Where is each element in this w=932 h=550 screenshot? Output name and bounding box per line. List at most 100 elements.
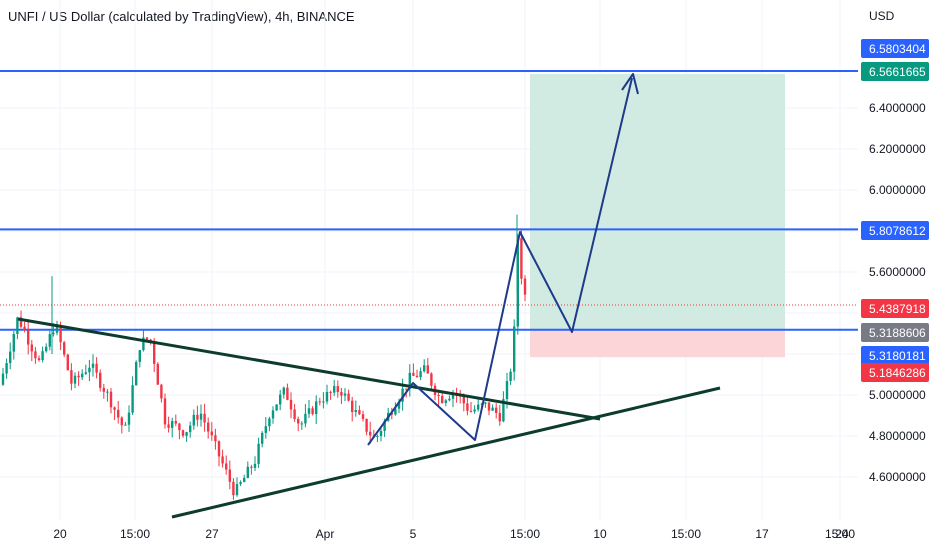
candle-body	[156, 363, 159, 385]
candle-body	[253, 463, 257, 468]
candle-body	[477, 404, 480, 410]
candle-body	[365, 418, 368, 432]
pattern-path[interactable]	[367, 73, 639, 446]
candle-body	[318, 401, 321, 403]
price-tick-label: 4.8000000	[869, 429, 926, 443]
candle-body	[394, 408, 397, 415]
candle-body	[138, 350, 141, 363]
candle-body	[430, 373, 433, 386]
candle-body	[412, 372, 415, 376]
price-badge-label: 5.3180181	[869, 349, 926, 363]
candle-body	[120, 417, 123, 426]
candle-body	[199, 413, 203, 420]
price-badge-label: 6.5803404	[869, 42, 926, 56]
price-badge	[861, 39, 929, 58]
candle-body	[41, 351, 44, 360]
candle-body	[423, 365, 426, 372]
candle-body	[246, 466, 249, 478]
price-badge-label: 5.4387918	[869, 302, 926, 316]
candle-body	[70, 370, 73, 384]
candle-body	[462, 395, 465, 404]
price-tick-label: 4.6000000	[869, 470, 926, 484]
candle-body	[135, 362, 138, 386]
candle-body	[99, 372, 102, 388]
time-tick-label: 24	[835, 527, 849, 541]
trendlines[interactable]	[17, 317, 721, 519]
candle-body	[329, 391, 332, 393]
candle-body	[207, 422, 210, 432]
candle-body	[37, 358, 41, 360]
candle-body	[109, 391, 113, 408]
price-badge-label: 5.3188606	[869, 326, 926, 340]
candle-body	[1, 373, 5, 385]
candle-body	[358, 410, 361, 415]
candle-body	[192, 414, 195, 426]
candle-body	[505, 381, 509, 400]
candle-body	[383, 420, 386, 431]
long-position-box[interactable]	[530, 73, 785, 358]
candle-body	[178, 423, 181, 431]
candle-body	[304, 413, 307, 424]
candle-body	[268, 418, 271, 427]
candle-body	[491, 407, 494, 411]
candle-body	[77, 375, 80, 378]
candle-body	[297, 418, 300, 424]
price-badge	[861, 346, 929, 365]
projection-path	[367, 77, 633, 446]
candle-body	[513, 326, 516, 372]
candle-body	[225, 463, 228, 470]
candle-body	[484, 402, 487, 404]
time-tick-label: 5	[410, 527, 417, 541]
price-tick-label: 5.6000000	[869, 265, 926, 279]
candle-body	[181, 430, 185, 436]
candle-body	[469, 410, 473, 412]
time-tick-label: 20	[53, 527, 67, 541]
candle-body	[210, 431, 213, 436]
candle-body	[203, 413, 206, 423]
candle-body	[235, 484, 239, 496]
candle-body	[487, 402, 491, 411]
candle-body	[9, 351, 12, 364]
candle-body	[45, 346, 48, 352]
candle-body	[171, 421, 174, 428]
candle-body	[81, 373, 84, 378]
candle-body	[55, 325, 59, 333]
candle-body	[145, 337, 149, 340]
candle-body	[261, 432, 264, 444]
candle-body	[217, 441, 221, 457]
candle-body	[498, 412, 501, 422]
candle-body	[448, 398, 451, 401]
candle-body	[361, 414, 365, 419]
candle-body	[239, 482, 242, 485]
price-tick-label: 6.4000000	[869, 101, 926, 115]
candle-body	[347, 393, 350, 401]
price-axis[interactable]: USD 6.4000000 6.2000000 6.0000000 5.6000000…	[869, 9, 926, 484]
candle-body	[142, 337, 145, 351]
price-badge	[861, 363, 929, 382]
candle-body	[437, 394, 440, 397]
candle-body	[88, 367, 91, 373]
loss-zone	[530, 329, 785, 358]
candle-body	[376, 435, 379, 438]
candle-body	[509, 371, 512, 382]
candle-body	[408, 372, 411, 389]
candle-body	[63, 342, 66, 355]
candle-body	[451, 393, 455, 399]
candle-body	[27, 330, 30, 345]
price-tick-label: 6.2000000	[869, 142, 926, 156]
candle-body	[174, 421, 177, 424]
arrow-head	[621, 73, 639, 95]
candle-body	[495, 407, 498, 413]
candle-body	[279, 394, 282, 405]
price-badge-label: 5.8078612	[869, 224, 926, 238]
price-badge	[861, 323, 929, 342]
candle-body	[66, 354, 69, 371]
candle-body	[257, 443, 260, 464]
candle-body	[286, 387, 289, 400]
time-tick-label: 17	[755, 527, 769, 541]
time-tick-label: 15:00	[671, 527, 701, 541]
candle-body	[333, 386, 336, 393]
candle-body	[502, 399, 505, 422]
